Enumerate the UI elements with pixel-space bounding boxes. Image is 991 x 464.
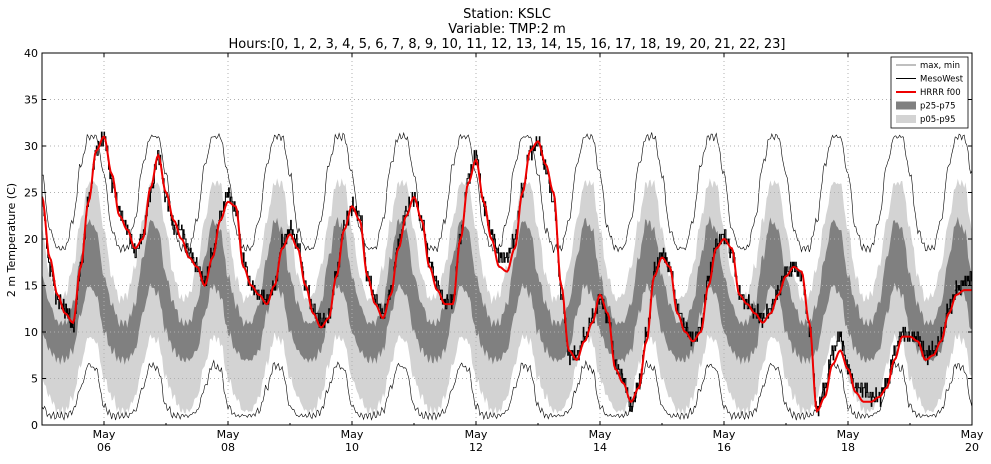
x-tick-label-month: May — [589, 428, 612, 441]
plot-area: 0510152025303540May06May08May10May12May1… — [24, 47, 984, 454]
y-tick-label: 5 — [31, 373, 38, 386]
title-line-2: Variable: TMP:2 m — [448, 22, 566, 37]
x-tick-label-date: 10 — [345, 441, 359, 454]
x-tick-label-month: May — [961, 428, 984, 441]
chart-title: Station: KSLC Variable: TMP:2 m Hours:[0… — [229, 7, 786, 52]
x-tick-label-date: 16 — [717, 441, 731, 454]
x-tick-label-date: 08 — [221, 441, 235, 454]
x-tick-label-date: 20 — [965, 441, 979, 454]
x-tick-label-date: 06 — [97, 441, 111, 454]
y-axis-label: 2 m Temperature (C) — [5, 183, 18, 297]
legend-label: MesoWest — [920, 75, 964, 85]
p05-p95-band — [42, 178, 972, 417]
y-tick-label: 40 — [24, 47, 38, 60]
title-line-1: Station: KSLC — [463, 7, 551, 22]
legend-label: p25-p75 — [920, 102, 956, 112]
x-tick-label-date: 14 — [593, 441, 607, 454]
legend-swatch — [896, 101, 916, 110]
min-line — [42, 359, 972, 421]
x-tick-label-month: May — [341, 428, 364, 441]
x-tick-label-month: May — [713, 428, 736, 441]
y-tick-label: 20 — [24, 233, 38, 246]
hrrr-line — [42, 135, 972, 413]
y-tick-label: 30 — [24, 140, 38, 153]
mesowest-line — [42, 131, 972, 417]
x-tick-label-month: May — [465, 428, 488, 441]
x-tick-label-month: May — [217, 428, 240, 441]
plot-inner — [42, 53, 972, 425]
p25-p75-band — [42, 216, 972, 365]
x-tick-label-date: 12 — [469, 441, 483, 454]
title-line-3: Hours:[0, 1, 2, 3, 4, 5, 6, 7, 8, 9, 10,… — [229, 37, 786, 52]
max-line — [42, 131, 972, 254]
legend-label: HRRR f00 — [920, 88, 961, 98]
x-tick-label-month: May — [93, 428, 116, 441]
y-tick-label: 15 — [24, 280, 38, 293]
x-tick-label-month: May — [837, 428, 860, 441]
y-tick-label: 10 — [24, 326, 38, 339]
legend-swatch — [896, 115, 916, 123]
legend-label: max, min — [920, 61, 960, 71]
y-tick-label: 35 — [24, 94, 38, 107]
y-tick-label: 25 — [24, 187, 38, 200]
x-tick-label-date: 18 — [841, 441, 855, 454]
legend-label: p05-p95 — [920, 115, 956, 125]
y-tick-label: 0 — [31, 419, 38, 432]
legend: max, min MesoWest HRRR f00 p25-p75 p05-p95 — [890, 56, 969, 129]
